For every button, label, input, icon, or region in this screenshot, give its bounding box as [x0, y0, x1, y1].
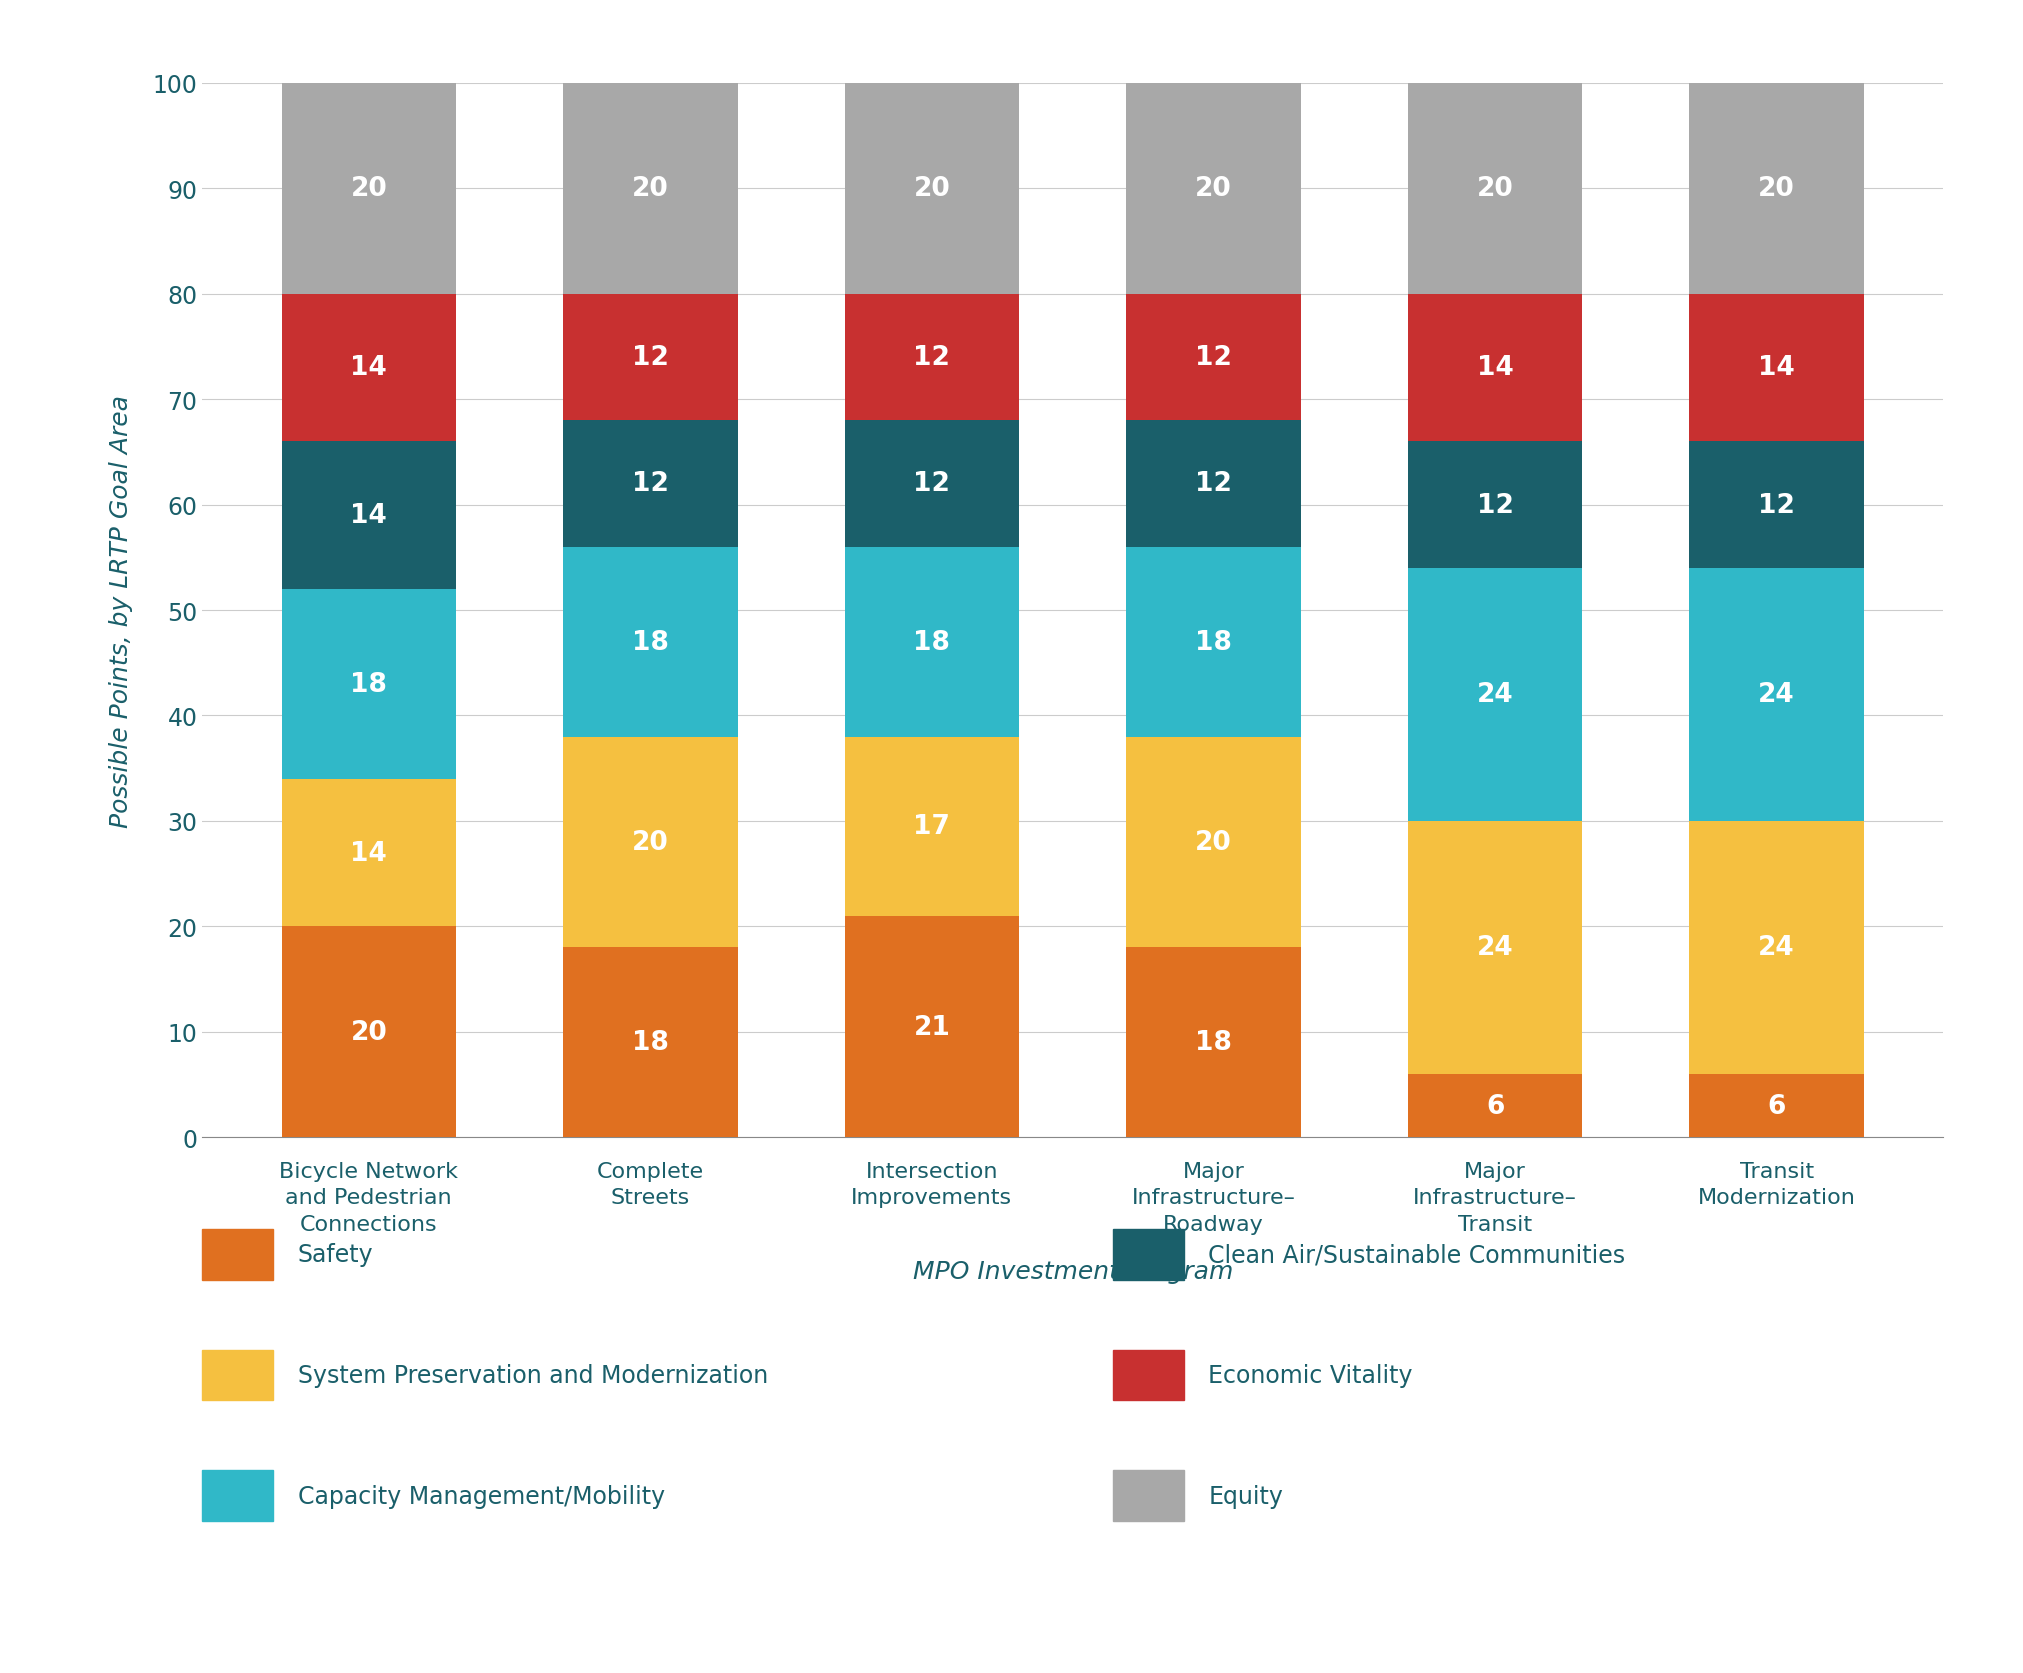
Text: 12: 12: [1758, 492, 1794, 519]
Text: 18: 18: [631, 629, 668, 656]
X-axis label: MPO Investment Program: MPO Investment Program: [912, 1260, 1232, 1283]
Text: 18: 18: [631, 1031, 668, 1056]
Text: Capacity Management/Mobility: Capacity Management/Mobility: [297, 1484, 664, 1507]
Text: 20: 20: [1477, 176, 1513, 202]
Text: 24: 24: [1758, 683, 1794, 708]
Bar: [1125, 949, 1301, 1138]
Text: 24: 24: [1758, 935, 1794, 960]
Text: Economic Vitality: Economic Vitality: [1208, 1363, 1412, 1387]
Text: System Preservation and Modernization: System Preservation and Modernization: [297, 1363, 767, 1387]
Text: 12: 12: [631, 472, 668, 497]
Bar: [1125, 84, 1301, 294]
Text: 18: 18: [350, 671, 386, 698]
Bar: [1408, 821, 1582, 1074]
Text: 14: 14: [350, 504, 386, 529]
Text: 12: 12: [1194, 345, 1232, 371]
Text: Clean Air/Sustainable Communities: Clean Air/Sustainable Communities: [1208, 1243, 1624, 1266]
Bar: [844, 917, 1020, 1138]
Bar: [844, 738, 1020, 917]
Bar: [281, 589, 455, 780]
Text: 20: 20: [631, 830, 668, 855]
Bar: [1408, 1074, 1582, 1138]
Text: 6: 6: [1766, 1092, 1784, 1119]
Text: 20: 20: [912, 176, 951, 202]
Bar: [844, 294, 1020, 422]
Bar: [562, 294, 736, 422]
Text: 6: 6: [1485, 1092, 1503, 1119]
Text: 24: 24: [1477, 935, 1513, 960]
Text: 20: 20: [631, 176, 668, 202]
Bar: [1689, 1074, 1863, 1138]
Y-axis label: Possible Points, by LRTP Goal Area: Possible Points, by LRTP Goal Area: [109, 395, 134, 826]
Text: 20: 20: [350, 176, 386, 202]
Text: 21: 21: [912, 1014, 951, 1041]
Text: 12: 12: [1477, 492, 1513, 519]
Text: 12: 12: [1194, 472, 1232, 497]
Text: 24: 24: [1477, 683, 1513, 708]
Text: 14: 14: [350, 840, 386, 867]
Bar: [562, 738, 736, 949]
Bar: [281, 442, 455, 589]
Text: Safety: Safety: [297, 1243, 372, 1266]
Bar: [281, 294, 455, 442]
Bar: [1689, 442, 1863, 569]
Bar: [1125, 547, 1301, 738]
Text: 18: 18: [912, 629, 951, 656]
Text: 14: 14: [1758, 355, 1794, 381]
Text: 17: 17: [912, 813, 951, 840]
Bar: [1125, 294, 1301, 422]
Text: 20: 20: [1194, 830, 1232, 855]
Bar: [844, 84, 1020, 294]
Bar: [1689, 294, 1863, 442]
Bar: [1125, 422, 1301, 547]
Bar: [281, 780, 455, 927]
Bar: [1408, 442, 1582, 569]
Bar: [562, 547, 736, 738]
Bar: [562, 84, 736, 294]
Bar: [844, 422, 1020, 547]
Bar: [281, 84, 455, 294]
Text: 12: 12: [631, 345, 668, 371]
Bar: [562, 422, 736, 547]
Bar: [562, 949, 736, 1138]
Bar: [1689, 821, 1863, 1074]
Bar: [1408, 294, 1582, 442]
Text: 18: 18: [1194, 1031, 1232, 1056]
Text: 14: 14: [1477, 355, 1513, 381]
Bar: [281, 927, 455, 1138]
Text: 20: 20: [1758, 176, 1794, 202]
Text: Equity: Equity: [1208, 1484, 1283, 1507]
Bar: [1125, 738, 1301, 949]
Text: 14: 14: [350, 355, 386, 381]
Bar: [844, 547, 1020, 738]
Text: 18: 18: [1194, 629, 1232, 656]
Text: 20: 20: [1194, 176, 1232, 202]
Bar: [1408, 569, 1582, 821]
Text: 12: 12: [912, 472, 951, 497]
Bar: [1408, 84, 1582, 294]
Text: 12: 12: [912, 345, 951, 371]
Text: 20: 20: [350, 1019, 386, 1046]
Bar: [1689, 84, 1863, 294]
Bar: [1689, 569, 1863, 821]
